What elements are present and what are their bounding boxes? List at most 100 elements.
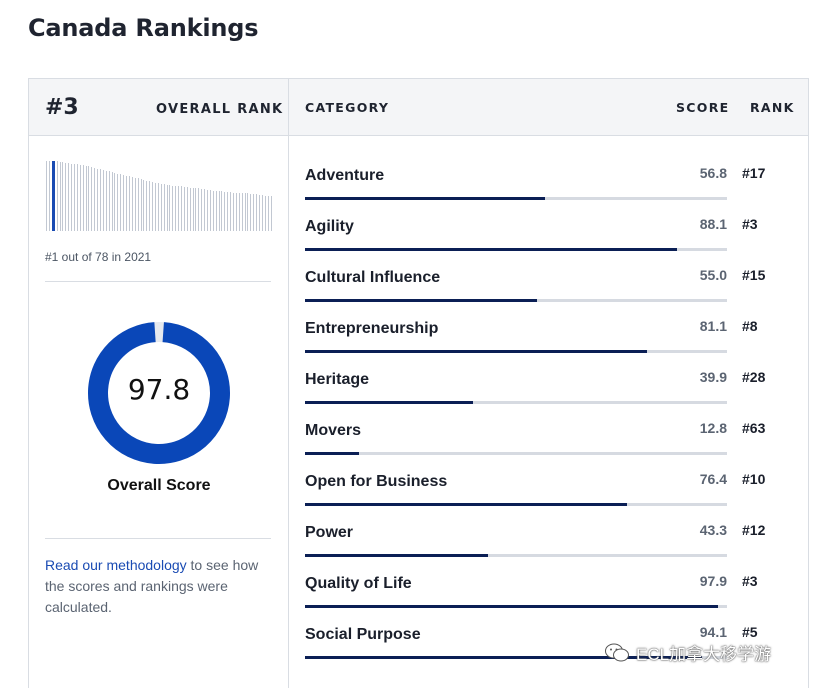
history-bar [204,189,206,231]
column-divider [288,79,289,688]
history-bar [270,196,272,231]
category-row: Entrepreneurship 81.1 #8 [305,316,805,367]
category-name: Heritage [305,371,370,388]
history-bar [88,166,90,231]
history-bar [71,163,73,231]
category-rank: #63 [742,420,766,436]
history-bar [264,195,266,231]
history-bar [250,194,252,231]
score-bar-fill [305,350,648,353]
score-bar-track [305,554,727,557]
history-bar [256,194,258,231]
category-rank: #12 [742,522,766,538]
history-bar [91,167,93,231]
history-bar [198,188,200,231]
header-score: SCORE [676,100,730,115]
header-category: CATEGORY [305,100,390,115]
category-name: Social Purpose [305,626,421,643]
category-score: 39.9 [699,369,727,385]
history-bar [175,185,177,231]
history-bar [183,186,185,231]
history-bar [114,172,116,231]
history-bar [178,186,180,231]
left-divider-bottom [45,538,271,539]
score-bar-track [305,299,727,302]
history-bar [227,191,229,231]
history-bar [143,179,145,231]
category-row: Cultural Influence 55.0 #15 [305,265,805,316]
methodology-link[interactable]: Read our methodology [45,557,187,573]
history-bar [154,182,156,231]
page-title: Canada Rankings [28,14,259,42]
history-bar [82,164,84,231]
category-score: 12.8 [699,420,727,436]
category-rank: #15 [742,267,766,283]
left-divider-top [45,281,271,282]
category-score: 88.1 [699,216,727,232]
history-bar [206,189,208,231]
score-bar-fill [305,197,545,200]
score-bar-track [305,248,727,251]
history-bar [97,168,99,231]
history-bar [169,184,171,231]
score-bar-fill [305,401,474,404]
history-bar [111,172,113,231]
history-bar [79,164,81,231]
history-bar-current [51,161,55,231]
history-bar [128,176,130,231]
category-score: 43.3 [699,522,727,538]
score-bar-track [305,401,727,404]
history-bar [224,191,226,231]
history-bar [126,175,128,231]
history-bar [235,192,237,231]
history-bar [267,195,269,231]
history-bar [123,174,125,231]
history-bar [259,194,261,231]
methodology-text: to see how the scores and rankings were … [45,557,259,615]
score-bar-fill [305,248,677,251]
score-bar-track [305,350,727,353]
history-bar [65,162,67,231]
score-bar-fill [305,605,719,608]
category-rank: #10 [742,471,766,487]
history-bar [105,170,107,231]
history-bar [261,194,263,231]
score-bar-track [305,656,727,659]
history-bar [56,161,58,231]
score-bar-fill [305,554,488,557]
history-bar [48,160,50,231]
score-bar-track [305,503,727,506]
history-bar [189,187,191,231]
methodology-note: Read our methodology to see how the scor… [45,555,275,618]
history-bar [85,165,87,231]
history-bar [131,177,133,231]
score-bar-fill [305,503,628,506]
category-rank: #3 [742,573,758,589]
history-bar [140,179,142,231]
category-name: Entrepreneurship [305,320,439,337]
category-name: Movers [305,422,362,439]
history-bar [120,174,122,231]
category-name: Cultural Influence [305,269,441,286]
history-bar [117,173,119,231]
category-row: Heritage 39.9 #28 [305,367,805,418]
history-bar [241,193,243,231]
category-rank: #5 [742,624,758,640]
overall-score-label: Overall Score [107,477,211,494]
history-bar [201,189,203,231]
history-bar [166,184,168,231]
category-score: 55.0 [699,267,727,283]
history-bar [209,189,211,231]
history-bar [108,171,110,231]
history-bar [221,191,223,231]
category-name: Open for Business [305,473,448,490]
category-score: 97.9 [699,573,727,589]
category-score: 81.1 [699,318,727,334]
history-bar [74,163,76,231]
score-bar-track [305,197,727,200]
history-bar [134,177,136,231]
watermark: ECL加拿大移学游 [604,640,771,665]
category-score: 94.1 [699,624,727,640]
overall-score-donut [88,322,230,464]
history-bar [59,162,61,231]
